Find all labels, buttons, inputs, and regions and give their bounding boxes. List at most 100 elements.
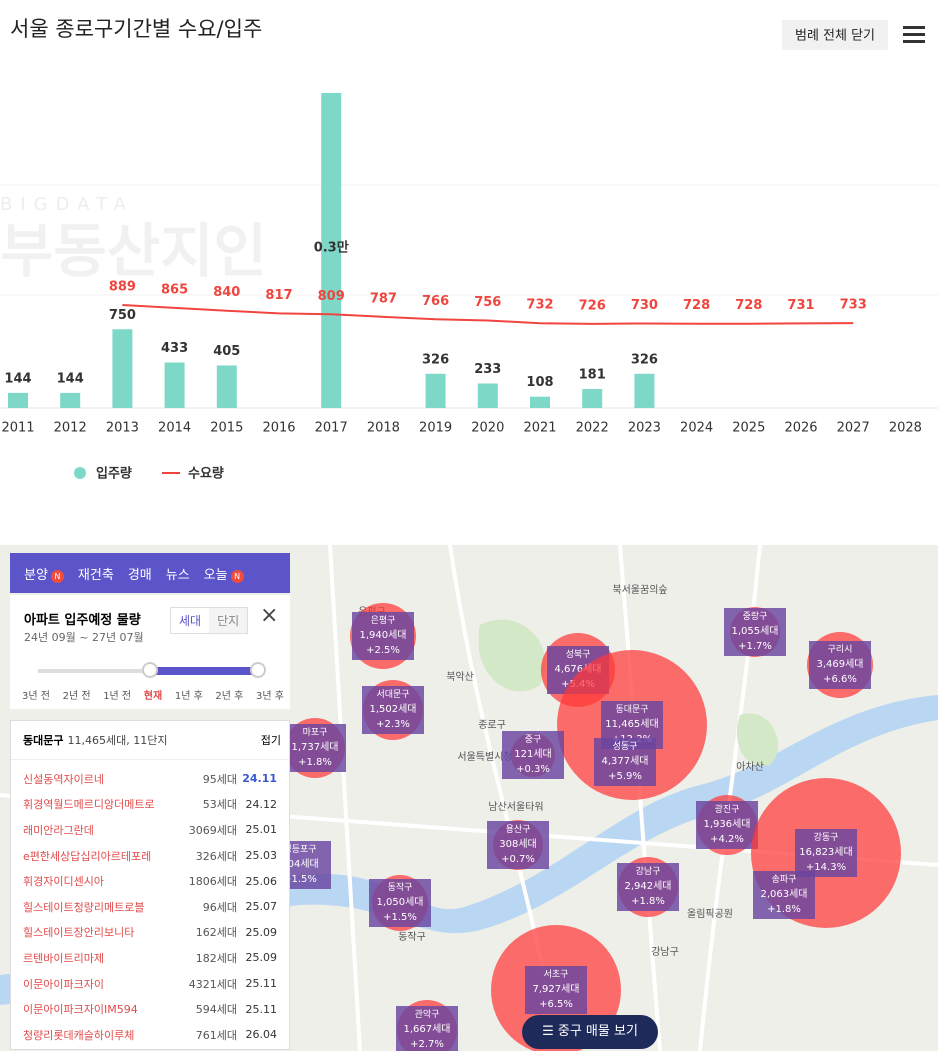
- map[interactable]: 은평구북서울꿈의숲북악산종로구서울특별시청남산서울타워동작구강남구아차산올림픽공…: [0, 545, 938, 1051]
- complex-name: 르텐바이트리마제: [23, 951, 104, 965]
- units: 594세대: [195, 1003, 237, 1017]
- district-change: +0.7%: [501, 854, 535, 865]
- bar: [60, 392, 81, 408]
- x-tick-label: 2026: [784, 421, 817, 436]
- row[interactable]: 청량리롯데캐슬하이루체 761세대 26.04: [11, 1022, 289, 1048]
- row[interactable]: 르텐바이트리마제 182세대 25.09: [11, 945, 289, 971]
- bar-label: 144: [4, 371, 31, 386]
- x-tick-label: 2023: [628, 421, 661, 436]
- district-name: 마포구: [303, 727, 328, 738]
- place-label: 아차산: [736, 761, 764, 773]
- row[interactable]: 신설동역자이르네 95세대 24.11: [11, 766, 289, 792]
- chart-title: 서울 종로구기간별 수요/입주: [10, 17, 262, 41]
- line-label: 731: [787, 298, 814, 313]
- date: 25.09: [245, 925, 278, 939]
- district-units: 11,465세대: [605, 718, 658, 730]
- row[interactable]: 휘경역월드메르디앙더메트로 53세대 24.12: [11, 792, 289, 818]
- panel-top: 아파트 입주예정 물량 24년 09월 ~ 27년 07월 세대 단지 × 3년…: [10, 595, 290, 709]
- place-label: 종로구: [478, 719, 506, 731]
- district-box: [362, 686, 424, 734]
- row[interactable]: 래미안라그란데 3069세대 25.01: [11, 817, 289, 843]
- complex-name: 래미안라그란데: [23, 823, 94, 837]
- district-change: +2.5%: [366, 645, 400, 656]
- row[interactable]: 힐스테이트청량리메트로블 96세대 25.07: [11, 894, 289, 920]
- district-box: [284, 724, 346, 772]
- bar: [164, 362, 185, 408]
- line-label: 756: [474, 295, 501, 310]
- date: 25.11: [245, 977, 278, 991]
- listing-button[interactable]: ☰ 중구 매물 보기: [522, 1015, 658, 1049]
- line-label: 889: [109, 280, 136, 295]
- bar-label: 326: [631, 352, 658, 367]
- date: 25.03: [245, 849, 278, 863]
- summary: 11,465세대, 11단지: [67, 734, 168, 747]
- bar-label: 405: [213, 344, 240, 359]
- place-label: 서울특별시청: [457, 751, 512, 763]
- row[interactable]: e편한세상답십리아르테포레 326세대 25.03: [11, 843, 289, 869]
- tab[interactable]: 경매: [127, 567, 152, 583]
- bar: [477, 383, 498, 408]
- line-label: 809: [318, 289, 345, 304]
- district-units: 1,502세대: [369, 703, 416, 715]
- row[interactable]: 이문아이파크자이IM594 594세대 25.11: [11, 996, 289, 1022]
- tab[interactable]: 재건축: [77, 567, 114, 583]
- district-box: [795, 829, 857, 877]
- tab[interactable]: 분양 N: [24, 564, 64, 583]
- chart: 서울 종로구기간별 수요/입주 범례 전체 닫기 BIGDATA 부동산지인 2…: [0, 17, 938, 482]
- legend-button-label[interactable]: 범례 전체 닫기: [795, 29, 875, 44]
- district-name: 성북구: [566, 649, 591, 660]
- line-label: 817: [265, 288, 292, 303]
- legend-button[interactable]: [782, 20, 888, 50]
- watermark: BIGDATA: [0, 194, 134, 215]
- complex-name: 힐스테이트장안리보니타: [23, 926, 135, 940]
- complex-name: 휘경자이디센시아: [23, 875, 104, 889]
- district-units: 704세대: [281, 858, 319, 870]
- tab[interactable]: 오늘 N: [204, 564, 244, 583]
- toggle[interactable]: 세대 단지: [170, 607, 249, 634]
- slider-label: 1년 후: [174, 691, 203, 702]
- slider-handle[interactable]: [142, 662, 158, 678]
- district-units: 1,940세대: [359, 629, 406, 641]
- complex-name: 이문아이파크자이IM594: [23, 1003, 138, 1017]
- row[interactable]: 힐스테이트장안리보니타 162세대 25.09: [11, 920, 289, 946]
- slider-label: 1년 전: [103, 691, 132, 702]
- district-change: +1.5%: [383, 912, 417, 923]
- date: 24.11: [242, 772, 277, 786]
- toggle-option[interactable]: 세대: [179, 614, 202, 628]
- bar: [321, 93, 342, 408]
- x-tick-label: 2024: [680, 421, 713, 436]
- bar-label: 326: [422, 352, 449, 367]
- district-change: +14.3%: [806, 862, 846, 873]
- line-label: 840: [213, 285, 240, 300]
- district-box: [594, 738, 656, 786]
- district-box: [369, 879, 431, 927]
- complex-name: 신설동역자이르네: [23, 772, 104, 786]
- district-box: [487, 821, 549, 869]
- district-change: +2.3%: [376, 719, 410, 730]
- district-units: 16,823세대: [799, 846, 852, 858]
- bar: [112, 329, 133, 408]
- x-tick-label: 2020: [471, 421, 504, 436]
- panel-title: 아파트 입주예정 물량: [24, 613, 141, 628]
- district-change: +1.5%: [283, 874, 317, 885]
- district-box: [502, 731, 564, 779]
- district-units: 121세대: [514, 748, 552, 760]
- district-name: 강남구: [636, 866, 661, 877]
- fold[interactable]: 접기: [260, 734, 281, 747]
- district-change: +4.2%: [710, 834, 744, 845]
- row[interactable]: 휘경자이디센시아 1806세대 25.06: [11, 868, 289, 894]
- district-units: 7,927세대: [532, 983, 579, 995]
- period: 24년 09월 ~ 27년 07월: [24, 631, 144, 644]
- line-label: 726: [579, 298, 606, 313]
- bar: [582, 388, 603, 408]
- slider-labels: 3년 전 2년 전 1년 전 현재 1년 후 2년 후 3년 후: [22, 687, 284, 702]
- row[interactable]: 이문아이파크자이 4321세대 25.11: [11, 971, 289, 997]
- units: 326세대: [195, 849, 237, 863]
- line-label: 728: [683, 298, 710, 313]
- close-icon[interactable]: ×: [260, 603, 279, 628]
- menu-icon[interactable]: [903, 26, 925, 43]
- slider-handle[interactable]: [250, 662, 266, 678]
- district-change: +5.9%: [608, 771, 642, 782]
- tab[interactable]: 뉴스: [165, 567, 190, 583]
- toggle-option[interactable]: 단지: [209, 608, 248, 633]
